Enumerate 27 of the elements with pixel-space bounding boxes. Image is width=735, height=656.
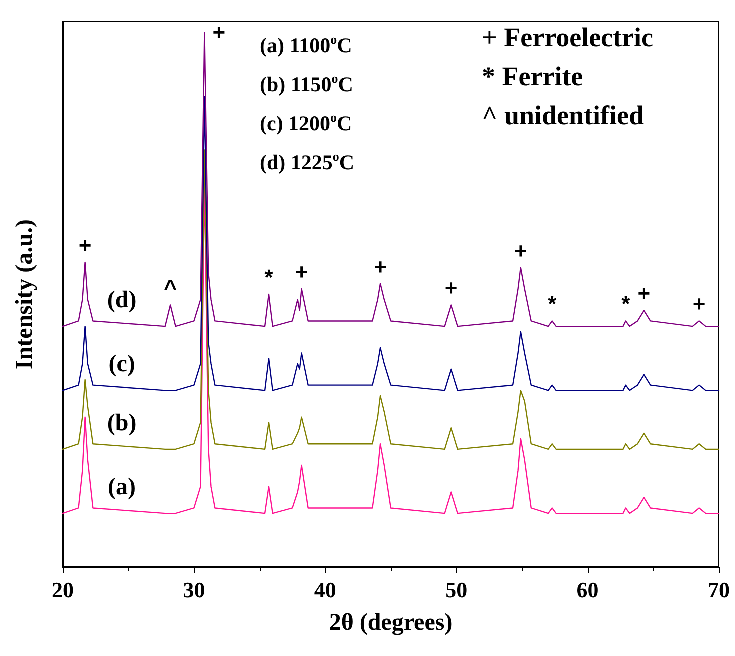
annotation: + xyxy=(514,238,528,264)
annotation: ^ xyxy=(164,276,178,301)
x-axis-title: 2θ (degrees) xyxy=(329,610,453,636)
x-tick-label: 70 xyxy=(708,578,730,602)
annotation: + xyxy=(212,20,226,46)
y-axis-title: Intensity (a.u.) xyxy=(12,219,38,370)
x-tick-label: 40 xyxy=(314,578,336,602)
annotation: + Ferroelectric xyxy=(482,22,654,52)
series-label: (a) xyxy=(108,474,136,501)
x-tick-label: 50 xyxy=(446,578,468,602)
annotation: + xyxy=(78,232,92,258)
annotation: + xyxy=(692,292,706,317)
x-tick-label: 30 xyxy=(183,578,206,602)
series-label: (b) xyxy=(107,410,137,436)
annotation: + xyxy=(444,276,458,301)
x-tick-label: 20 xyxy=(52,578,74,602)
annotation: * xyxy=(264,265,274,290)
annotation: + xyxy=(638,281,651,306)
annotation: * Ferrite xyxy=(482,62,584,92)
series-label: (c) xyxy=(108,352,136,378)
annotation: * xyxy=(622,292,631,317)
annotation: + xyxy=(295,260,308,285)
x-tick-label: 60 xyxy=(576,578,599,602)
annotation: + xyxy=(374,254,387,280)
series-label: (d) xyxy=(107,288,137,314)
annotation: ^ unidentified xyxy=(482,100,644,130)
annotation: * xyxy=(548,292,558,317)
